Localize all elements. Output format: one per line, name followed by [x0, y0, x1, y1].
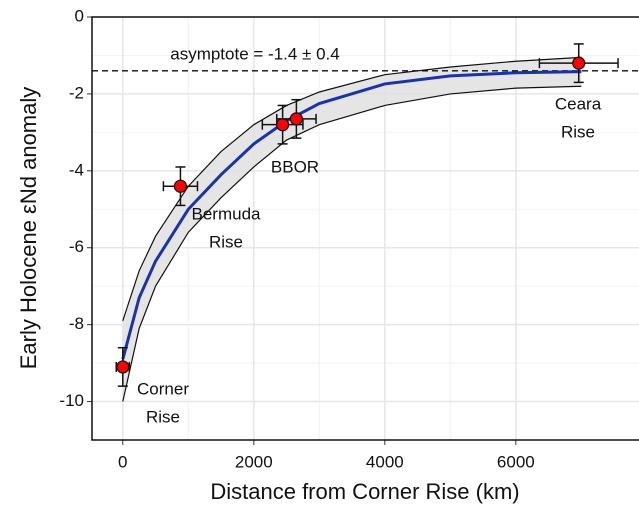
- point: [173, 179, 188, 193]
- confidence-band: [122, 57, 582, 402]
- asymptote-label: asymptote = -1.4 ± 0.4: [170, 44, 340, 63]
- y-tick-label: 0: [75, 6, 84, 25]
- fit-line: [121, 70, 582, 360]
- band-edge: [122, 85, 582, 402]
- panel-border: [91, 16, 639, 441]
- x-tick-label: 0: [118, 452, 127, 471]
- point-label: Bermuda: [192, 204, 262, 223]
- point-label: Rise: [561, 122, 595, 141]
- x-tick-label: 6000: [497, 452, 535, 471]
- point-label: Corner: [137, 379, 189, 398]
- point-label: Rise: [146, 407, 180, 426]
- point: [276, 118, 290, 132]
- x-tick-label: 2000: [235, 452, 273, 471]
- x-tick-label: 4000: [366, 452, 404, 471]
- y-tick-label: -10: [59, 391, 84, 410]
- point-label: Rise: [209, 232, 243, 251]
- y-tick-label: -4: [69, 160, 84, 179]
- point: [289, 112, 303, 126]
- y-axis-title: Early Holocene εNd anomaly: [16, 87, 41, 370]
- x-axis-title: Distance from Corner Rise (km): [210, 479, 519, 504]
- point-label: Ceara: [555, 94, 602, 113]
- y-tick-label: -6: [69, 237, 84, 256]
- point-label: BBOR: [271, 157, 319, 176]
- band-edge: [122, 56, 582, 321]
- point: [116, 360, 130, 374]
- y-tick-label: -8: [69, 314, 84, 333]
- y-tick-label: -2: [69, 83, 84, 102]
- point: [572, 56, 586, 70]
